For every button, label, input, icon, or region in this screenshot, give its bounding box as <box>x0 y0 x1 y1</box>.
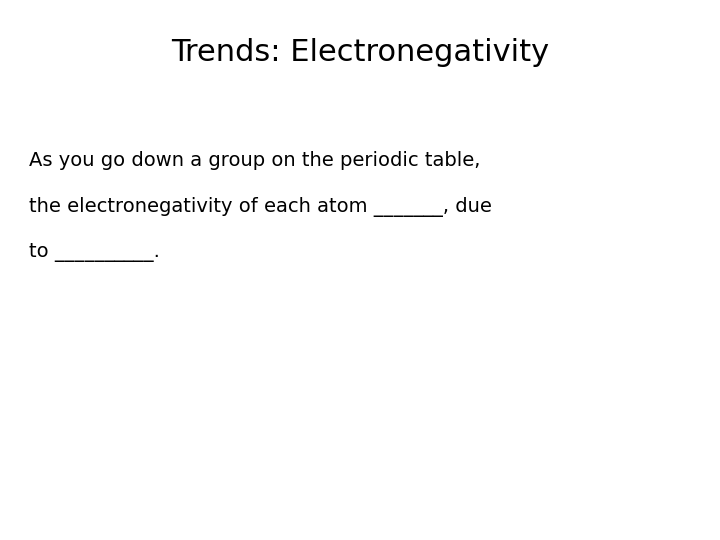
Text: to __________.: to __________. <box>29 243 160 262</box>
Text: Trends: Electronegativity: Trends: Electronegativity <box>171 38 549 67</box>
Text: As you go down a group on the periodic table,: As you go down a group on the periodic t… <box>29 151 480 170</box>
Text: the electronegativity of each atom _______, due: the electronegativity of each atom _____… <box>29 197 492 217</box>
